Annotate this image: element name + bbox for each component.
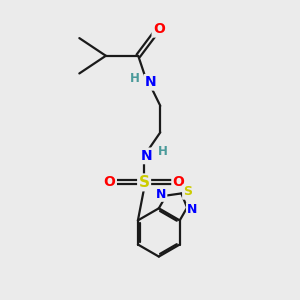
Text: H: H: [130, 72, 140, 85]
Text: N: N: [156, 188, 166, 201]
Text: O: O: [153, 22, 165, 36]
Text: N: N: [145, 75, 156, 89]
Text: S: S: [139, 175, 150, 190]
Text: O: O: [104, 176, 116, 189]
Text: O: O: [172, 176, 184, 189]
Text: N: N: [187, 203, 198, 217]
Text: N: N: [141, 149, 152, 163]
Text: H: H: [158, 145, 167, 158]
Text: S: S: [183, 185, 192, 199]
